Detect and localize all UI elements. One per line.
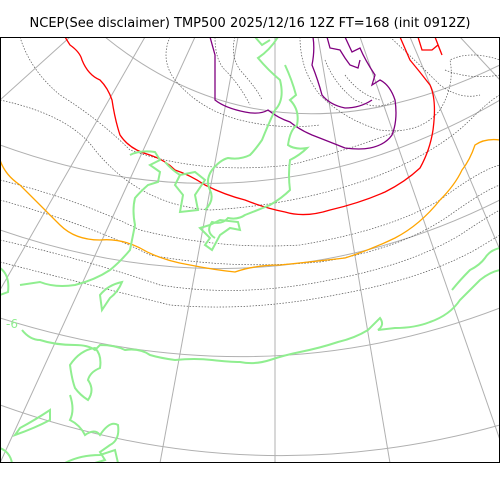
contour-line — [19, 37, 401, 169]
longitude-line — [359, 37, 500, 441]
temperature-contours — [0, 37, 500, 308]
coastline-europe — [451, 247, 500, 291]
coastline-southwest — [0, 447, 13, 463]
isotherm-purple — [209, 37, 397, 150]
contour-line — [0, 184, 500, 266]
coastline-east-us — [12, 408, 51, 437]
contour-line — [0, 234, 500, 308]
contour-line — [444, 69, 500, 77]
coastlines — [0, 37, 500, 463]
isotherm-red-segment — [417, 37, 443, 56]
contour-line — [0, 164, 500, 247]
coastline-canada-islands — [19, 150, 162, 287]
isotherm-red — [64, 37, 436, 216]
isotherm-orange — [0, 138, 500, 273]
map-frame — [0, 37, 500, 463]
contour-line — [299, 37, 500, 132]
longitude-line — [0, 37, 196, 463]
contour-line — [0, 209, 500, 291]
latitude-line — [0, 404, 500, 457]
coastline-canada-islands — [164, 161, 207, 214]
longitude-line — [317, 37, 391, 463]
latitude-line — [104, 37, 500, 115]
isotherm-purple-segment — [326, 37, 361, 69]
contour-line — [233, 37, 263, 101]
graticule — [0, 37, 500, 463]
contour-line — [344, 74, 381, 101]
contour-line — [214, 37, 251, 106]
latitude-line — [0, 99, 500, 184]
latitude-line — [0, 307, 500, 358]
coastline-labrador — [21, 269, 500, 365]
coastline-mainland — [0, 267, 10, 296]
coastline-south — [64, 448, 119, 463]
longitude-line — [409, 37, 500, 251]
coastline-iceland — [254, 37, 271, 47]
coastline-newfoundland — [68, 346, 102, 402]
map-title: NCEP(See disclaimer) TMP500 2025/12/16 1… — [29, 16, 471, 31]
contour-label: -6 — [6, 317, 18, 331]
coastline-east-us — [68, 394, 120, 463]
coastline-greenland-east — [208, 64, 310, 239]
longitude-line — [459, 37, 500, 81]
isotherm-purple-segment — [311, 37, 373, 109]
longitude-line — [0, 37, 146, 291]
coastline-hudson — [98, 280, 124, 313]
contour-line — [324, 59, 396, 107]
coastline-baffin — [198, 218, 242, 252]
latitude-line — [0, 199, 500, 270]
coastline-greenland — [204, 37, 283, 211]
longitude-line — [0, 37, 71, 101]
longitude-line — [159, 37, 239, 463]
